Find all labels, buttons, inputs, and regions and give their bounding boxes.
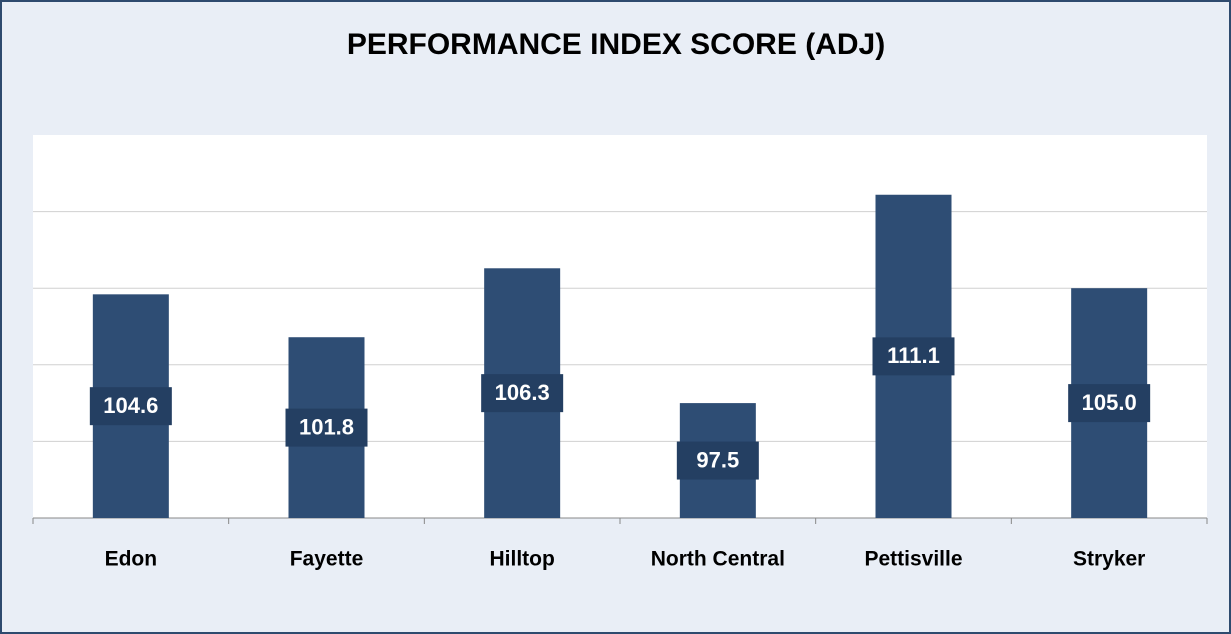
data-label: 97.5 [696,447,739,472]
data-label-box [676,441,759,480]
chart-title: PERFORMANCE INDEX SCORE (ADJ) [347,28,885,61]
plot-area [33,135,1207,518]
x-tick-label: Fayette [290,548,364,571]
data-label-box [481,374,564,413]
data-label-box [285,408,368,447]
data-label-box [872,337,955,376]
data-label: 101.8 [299,414,354,439]
data-label-box [1068,384,1151,423]
data-label: 106.3 [495,380,550,405]
data-label: 105.0 [1082,390,1137,415]
x-tick-label: Pettisville [864,548,962,571]
x-tick-label: Hilltop [490,548,555,571]
data-label: 111.1 [887,343,940,368]
x-tick-label: North Central [651,548,785,571]
data-label: 104.6 [103,393,158,418]
x-tick-label: Edon [105,548,158,571]
data-label-box [89,387,172,426]
x-tick-label: Stryker [1073,548,1145,571]
